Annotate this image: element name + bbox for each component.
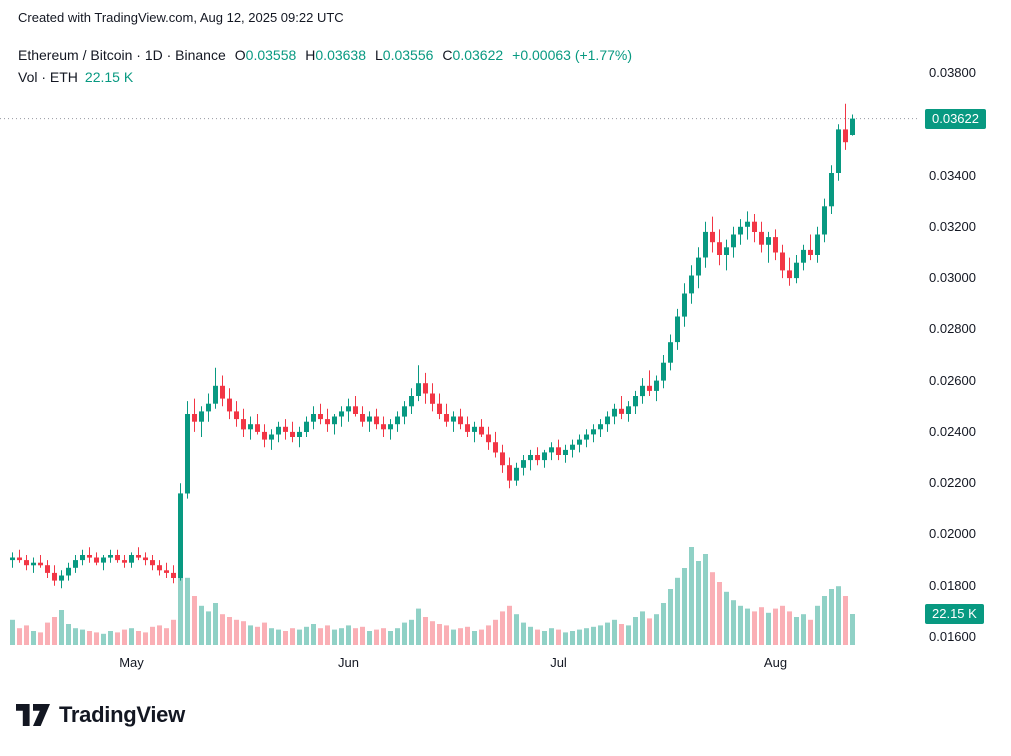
legend-symbol-row: Ethereum / Bitcoin · 1D · Binance O0.035… xyxy=(18,44,632,66)
brand-name: TradingView xyxy=(59,702,185,727)
time-axis-label: Jun xyxy=(338,655,359,670)
tradingview-logo-icon xyxy=(16,702,50,728)
legend-volume-row: Vol · ETH 22.15 K xyxy=(18,66,632,88)
price-axis-label: 0.02000 xyxy=(929,526,976,542)
price-axis-label: 0.03200 xyxy=(929,218,976,234)
time-axis-label: Jul xyxy=(550,655,567,670)
ohlc-open: O0.03558 xyxy=(234,47,297,63)
price-axis-label: 0.03000 xyxy=(929,270,976,286)
last-volume-badge: 22.15 K xyxy=(925,603,984,624)
legend: Ethereum / Bitcoin · 1D · Binance O0.035… xyxy=(18,44,632,88)
price-axis-label: 0.03800 xyxy=(929,65,976,80)
ohlc-low: L0.03556 xyxy=(375,47,434,63)
volume-value: 22.15 K xyxy=(84,69,134,85)
price-axis-label: 0.01800 xyxy=(929,577,976,593)
ohlc-close: C0.03622 xyxy=(442,47,504,63)
footer-branding[interactable]: TradingView xyxy=(16,702,185,728)
price-axis-label: 0.01600 xyxy=(929,629,976,644)
symbol-title[interactable]: Ethereum / Bitcoin · 1D · Binance xyxy=(18,47,226,63)
price-axis-label: 0.02800 xyxy=(929,321,976,337)
price-axis-label: 0.02600 xyxy=(929,372,976,388)
price-axis-label: 0.02200 xyxy=(929,475,976,491)
attribution-text: Created with TradingView.com, Aug 12, 20… xyxy=(18,10,344,25)
ohlc-high: H0.03638 xyxy=(305,47,366,63)
price-axis-label: 0.02400 xyxy=(929,423,976,439)
price-axis-label: 0.03400 xyxy=(929,167,976,183)
change-value: +0.00063 (+1.77%) xyxy=(512,47,633,63)
time-axis-label: May xyxy=(119,655,144,670)
time-axis-label: Aug xyxy=(763,655,788,670)
volume-label: Vol · ETH xyxy=(18,69,78,85)
last-price-badge: 0.03622 xyxy=(925,108,986,129)
